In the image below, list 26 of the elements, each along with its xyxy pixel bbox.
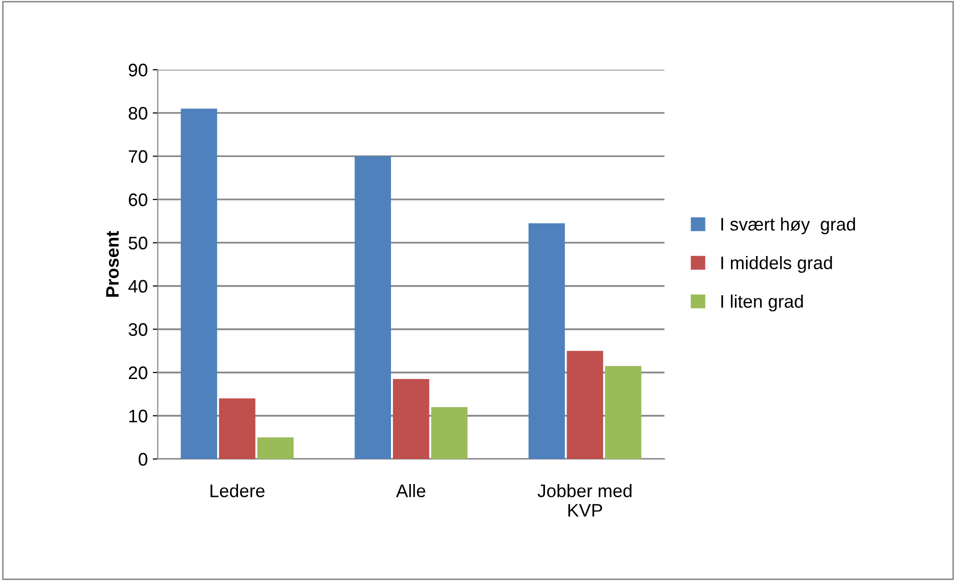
bar [219,398,256,459]
legend-label: I liten grad [721,294,803,312]
bar [354,156,391,459]
y-tick-label: 90 [128,64,148,76]
y-tick-label: 30 [128,323,148,336]
legend-label: I svært høy grad [721,217,855,234]
y-tick-label: 0 [138,452,148,466]
x-tick-label: Jobber med KVP [538,484,632,517]
y-tick-label: 80 [128,106,148,120]
bar [528,223,565,459]
x-tick-label: Alle [396,484,426,498]
legend-label: I middels grad [721,256,832,273]
y-tick-label: 40 [128,280,148,293]
bar [180,108,218,459]
bar [431,407,468,459]
y-tick-label: 20 [128,366,148,380]
y-tick-label: 10 [129,410,148,422]
bar [392,378,430,459]
y-tick-label: 70 [128,150,148,163]
y-tick-label: 50 [128,236,148,250]
y-axis-title: Prosent [106,230,119,297]
y-tick-label: 60 [128,193,148,206]
bar [605,366,642,459]
bar [257,437,294,459]
bar [566,350,604,459]
x-tick-label: Ledere [210,484,265,498]
